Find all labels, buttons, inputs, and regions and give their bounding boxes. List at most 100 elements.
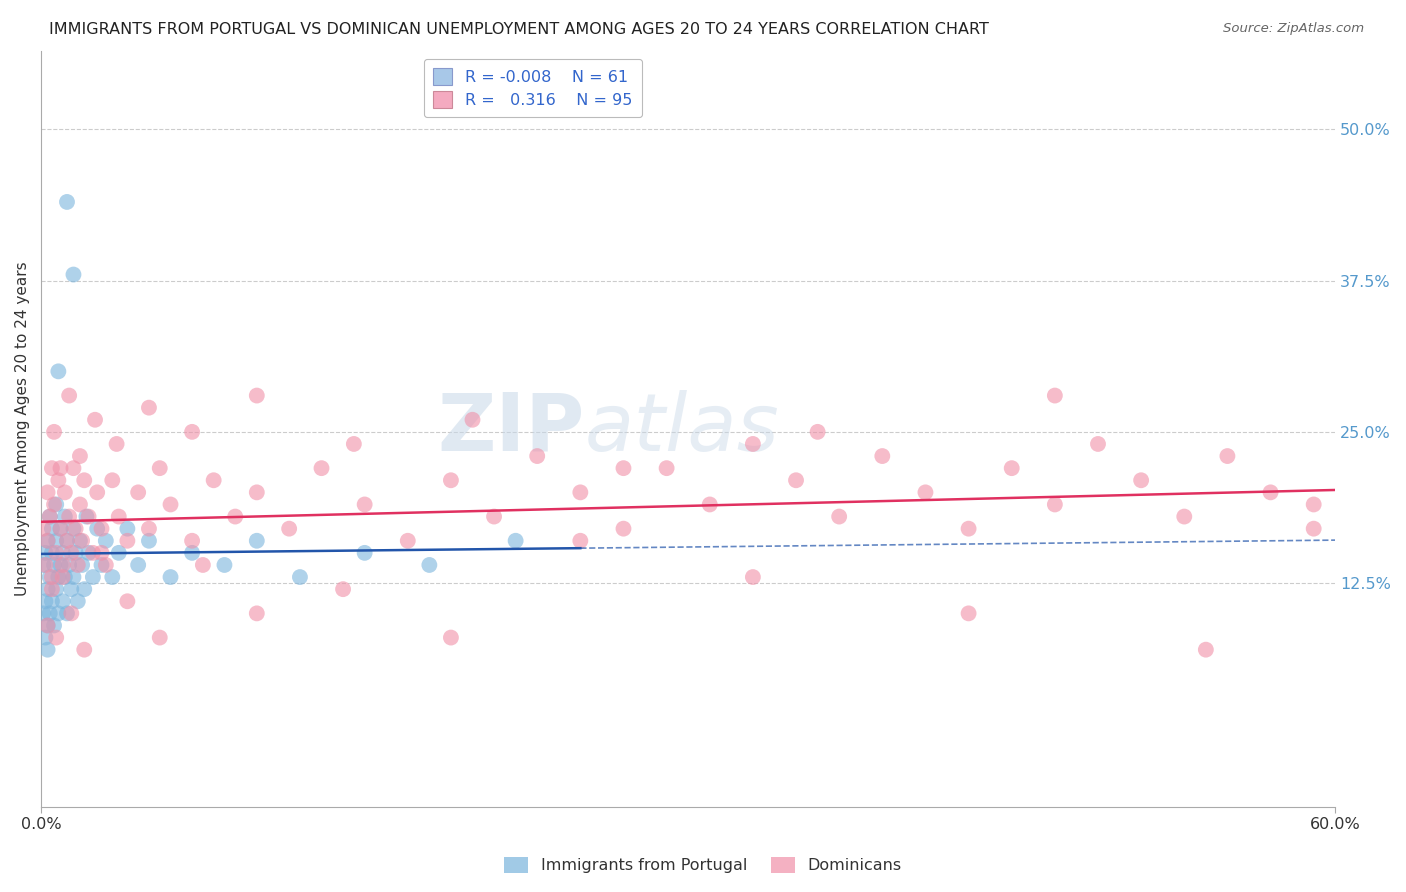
Point bbox=[62, 570, 84, 584]
Point bbox=[66, 594, 89, 608]
Point bbox=[699, 498, 721, 512]
Point bbox=[41, 461, 63, 475]
Point bbox=[246, 607, 269, 621]
Point bbox=[32, 607, 55, 621]
Point bbox=[65, 546, 87, 560]
Point bbox=[117, 533, 139, 548]
Point bbox=[914, 485, 936, 500]
Point bbox=[48, 473, 70, 487]
Point bbox=[58, 388, 80, 402]
Point bbox=[60, 582, 83, 597]
Point bbox=[60, 607, 83, 621]
Point bbox=[37, 618, 59, 632]
Point bbox=[69, 449, 91, 463]
Point bbox=[45, 546, 67, 560]
Point bbox=[288, 570, 311, 584]
Point bbox=[105, 437, 128, 451]
Point bbox=[569, 485, 592, 500]
Point bbox=[58, 558, 80, 572]
Point bbox=[1302, 522, 1324, 536]
Point bbox=[107, 509, 129, 524]
Point bbox=[48, 570, 70, 584]
Text: IMMIGRANTS FROM PORTUGAL VS DOMINICAN UNEMPLOYMENT AMONG AGES 20 TO 24 YEARS COR: IMMIGRANTS FROM PORTUGAL VS DOMINICAN UN… bbox=[49, 22, 988, 37]
Point bbox=[45, 631, 67, 645]
Point bbox=[73, 582, 96, 597]
Point bbox=[73, 473, 96, 487]
Point bbox=[53, 485, 76, 500]
Point bbox=[56, 533, 79, 548]
Point bbox=[1001, 461, 1024, 475]
Point bbox=[86, 485, 108, 500]
Point bbox=[41, 570, 63, 584]
Point bbox=[34, 594, 56, 608]
Point bbox=[62, 461, 84, 475]
Point bbox=[353, 546, 375, 560]
Point bbox=[42, 498, 65, 512]
Point bbox=[62, 522, 84, 536]
Point bbox=[214, 558, 236, 572]
Point bbox=[159, 498, 181, 512]
Point bbox=[246, 388, 269, 402]
Point bbox=[49, 558, 72, 572]
Point bbox=[741, 437, 763, 451]
Point bbox=[440, 631, 463, 645]
Point bbox=[191, 558, 214, 572]
Point bbox=[278, 522, 301, 536]
Point bbox=[86, 522, 108, 536]
Point bbox=[957, 607, 980, 621]
Point bbox=[56, 607, 79, 621]
Point bbox=[34, 631, 56, 645]
Point bbox=[37, 533, 59, 548]
Point bbox=[45, 533, 67, 548]
Point bbox=[202, 473, 225, 487]
Point bbox=[42, 425, 65, 439]
Point bbox=[461, 413, 484, 427]
Point bbox=[41, 594, 63, 608]
Point bbox=[181, 533, 204, 548]
Point bbox=[138, 533, 160, 548]
Point bbox=[181, 546, 204, 560]
Point bbox=[69, 498, 91, 512]
Point bbox=[66, 558, 89, 572]
Point bbox=[101, 570, 124, 584]
Point bbox=[94, 533, 117, 548]
Point bbox=[53, 509, 76, 524]
Point bbox=[48, 364, 70, 378]
Point bbox=[56, 194, 79, 209]
Text: atlas: atlas bbox=[585, 390, 779, 467]
Point bbox=[138, 401, 160, 415]
Point bbox=[90, 522, 112, 536]
Point bbox=[37, 533, 59, 548]
Point bbox=[77, 546, 100, 560]
Point bbox=[37, 582, 59, 597]
Point bbox=[127, 485, 149, 500]
Point bbox=[41, 522, 63, 536]
Point bbox=[90, 558, 112, 572]
Point bbox=[34, 558, 56, 572]
Point bbox=[75, 509, 97, 524]
Point bbox=[418, 558, 440, 572]
Point bbox=[94, 558, 117, 572]
Point bbox=[34, 546, 56, 560]
Point bbox=[58, 509, 80, 524]
Text: ZIP: ZIP bbox=[437, 390, 585, 467]
Point bbox=[741, 570, 763, 584]
Point bbox=[90, 546, 112, 560]
Point bbox=[45, 498, 67, 512]
Point bbox=[1043, 388, 1066, 402]
Point bbox=[52, 546, 75, 560]
Point bbox=[41, 546, 63, 560]
Point bbox=[1302, 498, 1324, 512]
Point bbox=[117, 594, 139, 608]
Point bbox=[246, 485, 269, 500]
Legend: R = -0.008    N = 61, R =   0.316    N = 95: R = -0.008 N = 61, R = 0.316 N = 95 bbox=[423, 59, 643, 118]
Point bbox=[396, 533, 419, 548]
Point bbox=[49, 522, 72, 536]
Point bbox=[42, 558, 65, 572]
Point bbox=[569, 533, 592, 548]
Point bbox=[45, 582, 67, 597]
Point bbox=[526, 449, 548, 463]
Point bbox=[38, 607, 60, 621]
Point bbox=[82, 546, 104, 560]
Point bbox=[1260, 485, 1282, 500]
